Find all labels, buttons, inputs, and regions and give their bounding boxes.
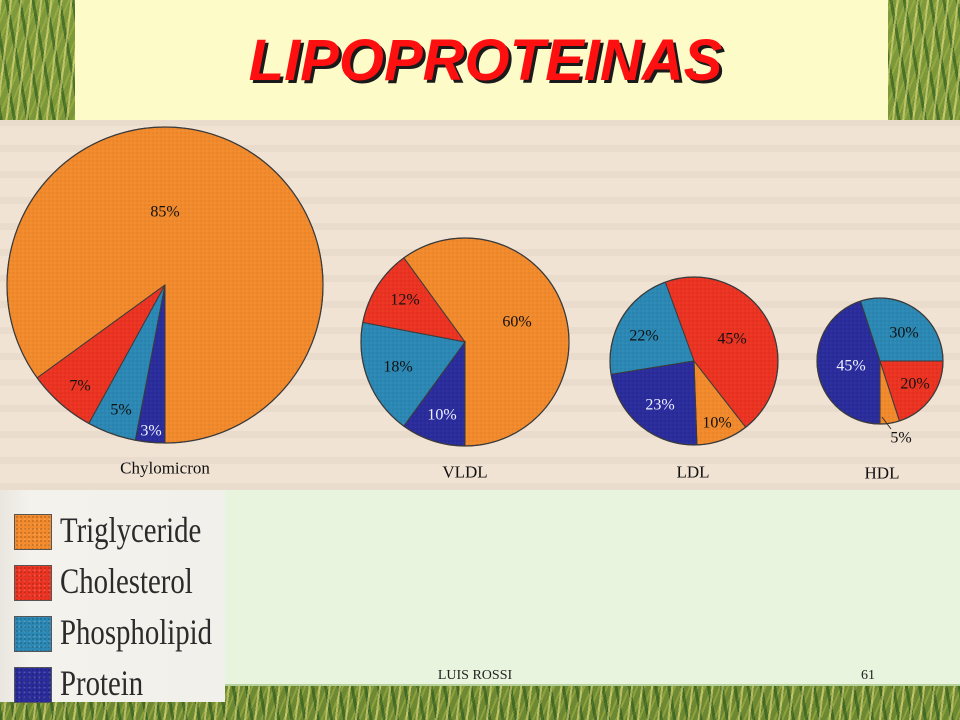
- pie-caption-chylomicron: Chylomicron: [120, 459, 210, 478]
- slice-label-cholesterol: 12%: [390, 292, 419, 309]
- legend-item-phospholipid: Phospholipid: [0, 612, 225, 652]
- slice-label-protein: 3%: [140, 423, 161, 440]
- legend-item-triglyceride: Triglyceride: [0, 510, 225, 550]
- slice-label-triglyceride: 10%: [702, 415, 731, 432]
- slice-label-triglyceride: 60%: [502, 314, 531, 331]
- page-number: 61: [861, 668, 875, 683]
- pie-vldl: 60% 12% 18% 10% VLDL: [360, 237, 570, 482]
- legend-swatch-phospholipid: [14, 616, 52, 652]
- slice-label-cholesterol: 7%: [69, 378, 90, 395]
- slice-label-protein: 45%: [836, 358, 865, 375]
- legend-label-protein: Protein: [60, 663, 144, 703]
- pie-charts: 85% 7% 5% 3% Chylomicron 60% 12% 18% 10% VLDL 10% 4…: [6, 126, 944, 483]
- legend: Triglyceride Cholesterol Phospholipid Pr…: [0, 490, 225, 703]
- slice-label-phospholipid: 5%: [110, 402, 131, 419]
- footer-author: LUIS ROSSI: [437, 668, 513, 683]
- legend-label-cholesterol: Cholesterol: [60, 561, 193, 601]
- slice-label-protein: 10%: [427, 407, 456, 424]
- legend-swatch-triglyceride: [14, 514, 52, 550]
- footer-panel: LUIS ROSSI 61: [225, 490, 960, 686]
- legend-swatch-cholesterol: [14, 565, 52, 601]
- legend-swatch-protein: [14, 667, 52, 703]
- slice-label-phospholipid: 22%: [629, 328, 658, 345]
- legend-item-protein: Protein: [0, 663, 225, 703]
- slice-label-triglyceride: 85%: [150, 204, 179, 221]
- label-leader-line: [881, 416, 892, 430]
- pie-charts-panel: 85% 7% 5% 3% Chylomicron 60% 12% 18% 10% VLDL 10% 4…: [0, 120, 960, 490]
- slide-title: LIPOPROTEINAS: [248, 28, 723, 93]
- legend-label-triglyceride: Triglyceride: [60, 510, 202, 550]
- pie-outline: [6, 126, 324, 444]
- legend-item-cholesterol: Cholesterol: [0, 561, 225, 601]
- pie-outline: [360, 237, 570, 447]
- pie-hdl: 5% 20% 30% 45% HDL: [816, 297, 944, 483]
- pie-chylomicron: 85% 7% 5% 3% Chylomicron: [6, 126, 324, 478]
- title-banner: LIPOPROTEINAS: [75, 0, 888, 120]
- slice-label-phospholipid: 18%: [383, 359, 412, 376]
- slice-label-triglyceride: 5%: [890, 430, 911, 447]
- pie-caption-vldl: VLDL: [442, 463, 487, 482]
- pie-ldl: 10% 45% 22% 23% LDL: [609, 276, 779, 482]
- pie-outline: [816, 297, 944, 425]
- slice-label-cholesterol: 45%: [717, 331, 746, 348]
- slice-label-protein: 23%: [645, 397, 674, 414]
- slice-label-phospholipid: 30%: [889, 325, 918, 342]
- pie-caption-ldl: LDL: [676, 463, 709, 482]
- pie-caption-hdl: HDL: [865, 464, 900, 483]
- legend-label-phospholipid: Phospholipid: [60, 612, 213, 652]
- slice-label-cholesterol: 20%: [900, 376, 929, 393]
- pie-outline: [609, 276, 779, 446]
